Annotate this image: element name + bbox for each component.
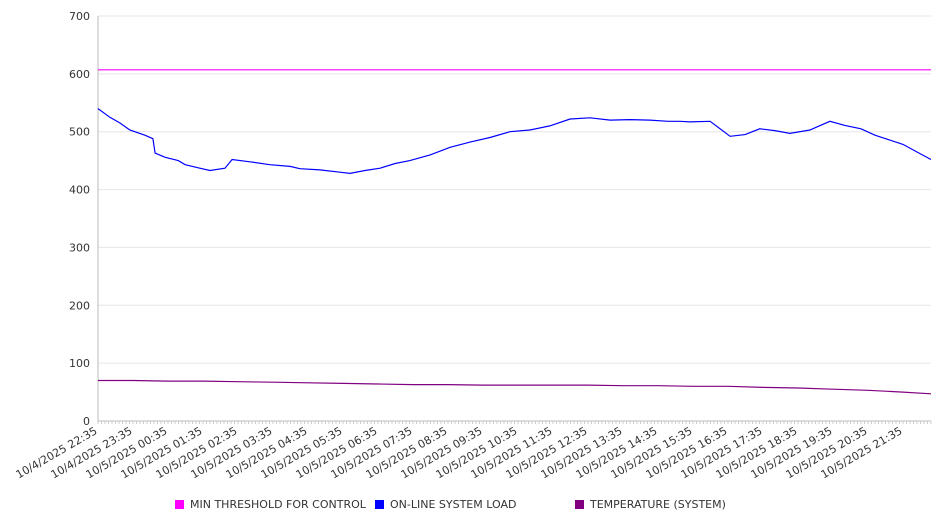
series-line-on-line-system-load <box>97 108 932 175</box>
y-tick-label: 400 <box>69 184 90 197</box>
legend-swatch-magenta <box>175 500 184 509</box>
line-chart: 0 100 200 300 400 500 600 700 10/4/2025 22:3510… <box>14 10 932 481</box>
legend-item-temperature[interactable]: TEMPERATURE (SYSTEM) <box>575 498 726 511</box>
y-tick-label: 0 <box>83 415 90 428</box>
series-line-temperature-system- <box>98 379 932 395</box>
series-lines <box>97 69 932 395</box>
y-tick-label: 700 <box>69 10 90 23</box>
y-tick-label: 300 <box>69 241 90 254</box>
legend-label: MIN THRESHOLD FOR CONTROL <box>190 498 366 511</box>
y-tick-label: 100 <box>69 357 90 370</box>
legend-item-threshold[interactable]: MIN THRESHOLD FOR CONTROL <box>175 498 366 511</box>
y-tick-label: 600 <box>69 68 90 81</box>
y-tick-label: 500 <box>69 126 90 139</box>
grid <box>98 15 931 422</box>
y-axis: 0 100 200 300 400 500 600 700 <box>69 10 99 428</box>
legend-label: TEMPERATURE (SYSTEM) <box>590 498 726 511</box>
legend-label: ON-LINE SYSTEM LOAD <box>390 498 517 511</box>
legend-swatch-purple <box>575 500 584 509</box>
legend-item-load[interactable]: ON-LINE SYSTEM LOAD <box>375 498 516 511</box>
legend-swatch-blue <box>375 500 384 509</box>
y-tick-label: 200 <box>69 299 90 312</box>
